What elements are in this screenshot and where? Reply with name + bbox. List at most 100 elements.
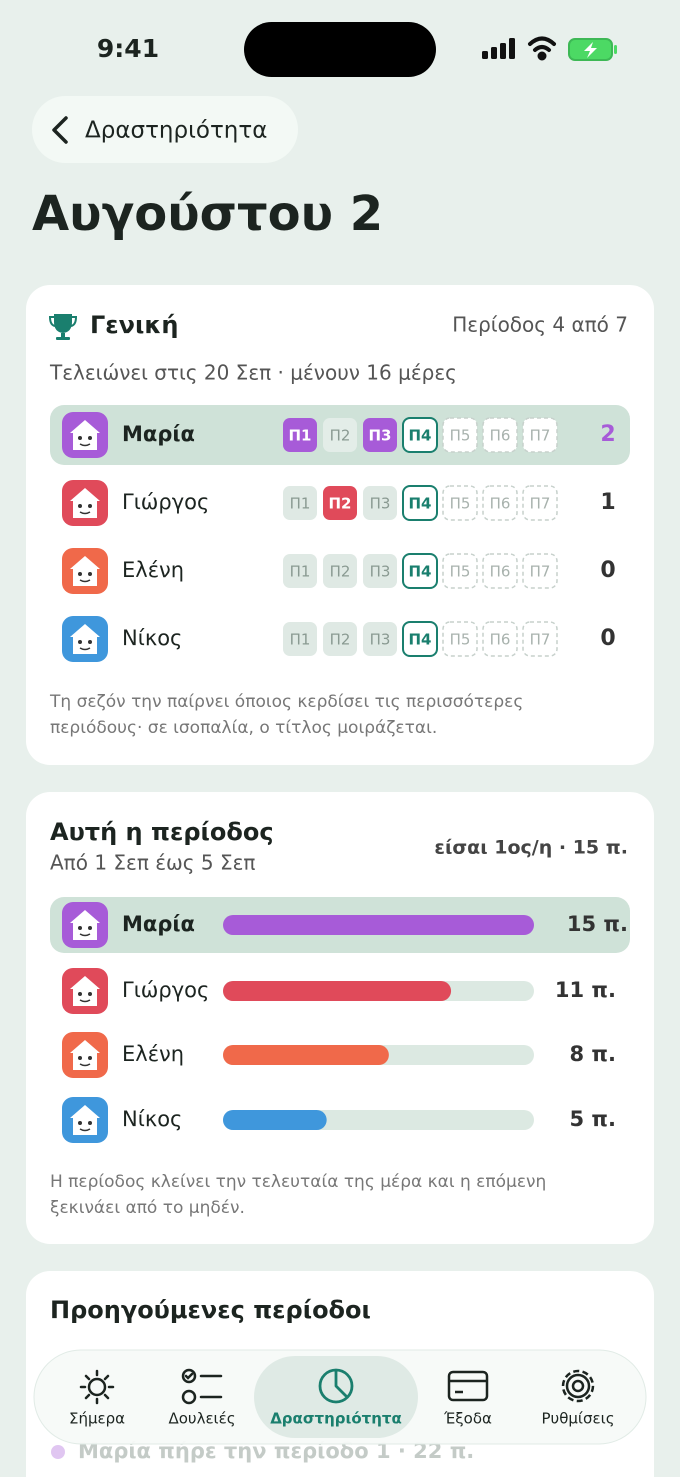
points-label: 5 π. [569,1107,616,1131]
period-chip [482,553,518,589]
period-chip [402,485,438,521]
bar [223,915,534,935]
period-chip-label: Π6 [490,495,511,513]
avatar-house [70,556,100,586]
player-name: Μαρία [122,422,195,446]
avatar-mouth [79,511,91,515]
period-chip [482,485,518,521]
period-chip [363,554,397,588]
tab-label[interactable]: Έξοδα [443,1410,492,1428]
tab-icon-settings [561,1369,595,1403]
period-chip [522,485,558,521]
avatar-mouth [79,1128,91,1132]
avatar-eye [78,572,82,576]
avatar-eye [88,992,92,996]
avatar-house [70,1105,100,1135]
avatar-eye [78,992,82,996]
avatar-eye [88,504,92,508]
tab-label[interactable]: Σήμερα [69,1410,125,1428]
season-footnote: περιόδους· σε ισοπαλία, ο τίτλος μοιράζε… [50,718,437,738]
period-chip [442,417,478,453]
period-chip-label: Π2 [330,563,351,581]
player-name: Γιώργος [122,978,209,1002]
period-footnote: Η περίοδος κλείνει την τελευταία της μέρ… [50,1172,546,1192]
back-label[interactable]: Δραστηριότητα [85,118,267,144]
period-chip-label: Π3 [370,563,391,581]
avatar-mouth [79,1063,91,1067]
tab-label[interactable]: Δουλειές [168,1410,235,1428]
avatar [62,616,108,662]
signal-icon [482,38,515,59]
avatar-house [70,1040,100,1070]
period-chip [363,622,397,656]
tab-label[interactable]: Δραστηριότητα [270,1410,402,1428]
period-chip [283,554,317,588]
period-chip [323,418,357,452]
avatar [62,902,108,948]
period-chip-label: Π3 [370,495,391,513]
period-chip [283,622,317,656]
avatar-house [70,488,100,518]
period-chip-label: Π4 [409,495,432,513]
period-chip [402,553,438,589]
period-chip-label: Π5 [450,495,471,513]
bar [223,1045,389,1065]
period-chip [482,417,518,453]
period-chip-label: Π2 [329,495,352,513]
period-chip [522,553,558,589]
dynamic-layer: Μαρία Π1 Π2 Π3 Π4 Π5 Π6 Π7 2 Γιώργος Π1 Π2 Π3 Π4 Π5 Π6 Π… [49,405,630,1463]
season-title: Γενική [90,311,179,339]
period-chip-label: Π7 [530,631,551,649]
tab-label[interactable]: Ρυθμίσεις [541,1410,614,1428]
period-chip-label: Π6 [490,563,511,581]
avatar-house [70,976,100,1006]
period-chip [442,485,478,521]
period-chip-label: Π2 [330,631,351,649]
avatar-eye [88,640,92,644]
avatar-eye [88,572,92,576]
player-name: Ελένη [122,1042,184,1066]
period-chip-label: Π4 [409,631,432,649]
avatar-eye [78,1121,82,1125]
avatar-mouth [79,933,91,937]
player-name: Γιώργος [122,490,209,514]
bar [223,1110,327,1130]
avatar [62,1032,108,1078]
period-chip [402,621,438,657]
period-chip-label: Π5 [450,427,471,445]
period-rank: είσαι 1ος/η · 15 π. [434,837,628,859]
tab-icon-activity [318,1368,354,1404]
tab-icon-expenses [447,1370,489,1402]
points-label: 8 π. [569,1042,616,1066]
season-footnote: Τη σεζόν την παίρνει όποιος κερδίσει τις… [49,692,523,712]
period-chip-label: Π3 [369,427,392,445]
period-chip-label: Π4 [409,427,432,445]
period-chip [442,621,478,657]
period-chip [283,418,317,452]
period-chip [482,621,518,657]
wifi-icon [528,36,556,61]
period-title: Αυτή η περίοδος [50,818,274,846]
back-button[interactable] [32,96,298,163]
player-name: Νίκος [122,626,182,650]
period-chip-label: Π7 [530,495,551,513]
avatar-eye [78,436,82,440]
period-chip [323,486,357,520]
bar [223,981,452,1001]
period-chip-label: Π7 [530,427,551,445]
dynamic-island [244,22,436,77]
period-chip-label: Π1 [290,495,311,513]
period-chip [283,486,317,520]
period-chip-label: Π6 [490,631,511,649]
avatar-house [70,624,100,654]
period-chip [522,417,558,453]
period-chip [323,554,357,588]
player-name: Μαρία [122,912,195,936]
avatar-eye [88,1056,92,1060]
avatar-eye [78,640,82,644]
status-time: 9:41 [97,34,159,63]
season-score: 0 [600,626,615,651]
tab-active-pill [254,1356,418,1438]
avatar-eye [78,1056,82,1060]
player-name: Ελένη [122,558,184,582]
